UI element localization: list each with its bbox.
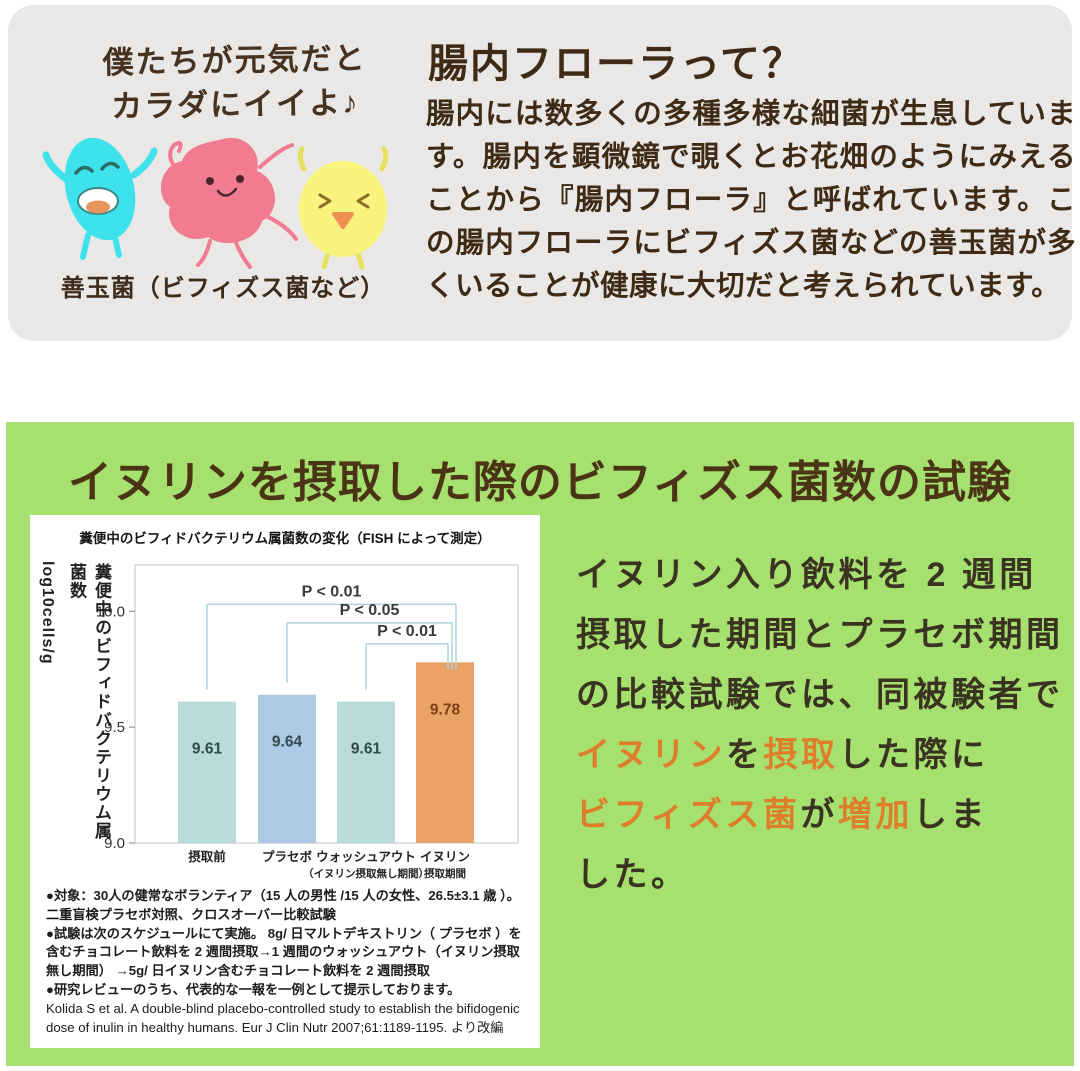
y-axis-label: 糞便中のビフィドバクテリウム属菌数 <box>67 563 111 841</box>
plot-border <box>134 564 519 844</box>
x-tick-label: 摂取前 <box>188 849 226 864</box>
x-tick-label: ウォッシュアウト <box>316 850 416 864</box>
chart-bar <box>178 701 236 843</box>
speech-text: 僕たちが元気だと カラダにイイよ♪ <box>69 36 400 130</box>
bar-value-label: 9.61 <box>351 741 382 758</box>
y-axis-unit-label: log10cells/g <box>39 561 56 665</box>
y-tick-label: 9.0 <box>104 835 125 852</box>
chart-bar <box>337 701 395 843</box>
speech-line-1: 僕たちが元気だと <box>102 40 367 81</box>
intro-card: 僕たちが元気だと カラダにイイよ♪ <box>8 5 1076 341</box>
x-tick-label: 摂取期間 <box>424 867 466 880</box>
pink-eye-right <box>236 175 244 183</box>
characters-label: 善玉菌（ビフィズス菌など） <box>60 275 386 302</box>
study-paragraph-line: イヌリンを摂取した際に <box>576 736 989 774</box>
chart-footnotes: ●対象：30人の健常なボランティア（15 人の男性 /15 人の女性、26.5±… <box>46 887 526 1037</box>
study-paragraph-line: ビフィズス菌が増加しま <box>576 796 988 834</box>
chart-bar <box>416 662 474 843</box>
footnote-line: ●対象：30人の健常なボランティア（15 人の男性 /15 人の女性、26.5±… <box>46 888 520 922</box>
x-tick-label: （イヌリン摂取無し期間） <box>303 867 429 880</box>
yellow-mouth <box>332 212 354 229</box>
yellow-eye-right <box>356 193 370 209</box>
x-tick-label: プラセボ <box>262 849 313 864</box>
cyan-tongue <box>86 200 110 214</box>
cyan-eye-right <box>100 161 120 171</box>
chart-card: 糞便中のビフィドバクテリウム属菌数の変化（FISH によって測定） log10c… <box>30 515 540 1048</box>
bar-value-label: 9.78 <box>430 701 461 718</box>
pink-mouth <box>216 187 238 197</box>
p-value-label: P < 0.01 <box>302 583 362 600</box>
study-paragraph-line: の比較試験では、同被験者で <box>576 676 1064 714</box>
study-paragraph-line: した。 <box>576 856 689 894</box>
footnote-line: ●試験は次のスケジュールにて実施。 8g/ 日マルトデキストリン（ プラセボ ）… <box>46 925 522 979</box>
study-paragraph-line: 摂取した期間とプラセボ期間 <box>576 616 1064 654</box>
footnote-line: ●研究レビューのうち、代表的な一報を一例として提示しております。 <box>46 981 461 997</box>
bacteria-cyan-character <box>42 137 158 260</box>
bar-value-label: 9.61 <box>192 741 223 758</box>
yellow-eye-left <box>318 193 332 209</box>
study-paragraph-line: イヌリン入り飲料を 2 週間 <box>576 556 1037 594</box>
y-tick-label: 10.0 <box>96 603 125 620</box>
study-paragraph: イヌリン入り飲料を 2 週間 摂取した期間とプラセボ期間 の比較試験では、同被験者で… <box>576 545 1076 905</box>
bacteria-pink-character <box>160 137 298 269</box>
study-title: イヌリンを摂取した際のビフィズス菌数の試験 <box>67 458 1013 507</box>
p-value-label: P < 0.01 <box>377 623 437 640</box>
chart-bar <box>258 694 316 843</box>
cyan-eye-left <box>74 165 94 175</box>
intro-heading: 腸内フローラって？ <box>428 42 804 86</box>
bacteria-yellow-character <box>297 146 389 269</box>
bar-chart-svg: 9.0 9.5 10.0 9.61 9.64 9.61 9.78 P < 0.01 P < 0.… <box>96 564 519 880</box>
intro-body: 腸内には数多くの多種多様な細菌が生息しています。腸内を顕微鏡で覗くとお花畑のよう… <box>426 98 1076 302</box>
x-tick-label: イヌリン <box>420 850 470 864</box>
y-tick-label: 9.5 <box>104 719 125 736</box>
bar-value-label: 9.64 <box>272 734 303 751</box>
p-value-label: P < 0.05 <box>340 602 400 619</box>
pink-eye-left <box>206 177 214 185</box>
bacteria-illustration <box>42 137 389 269</box>
citation: Kolida S et al. A double-blind placebo-c… <box>46 1000 520 1035</box>
chart-title: 糞便中のビフィドバクテリウム属菌数の変化（FISH によって測定） <box>79 531 491 546</box>
